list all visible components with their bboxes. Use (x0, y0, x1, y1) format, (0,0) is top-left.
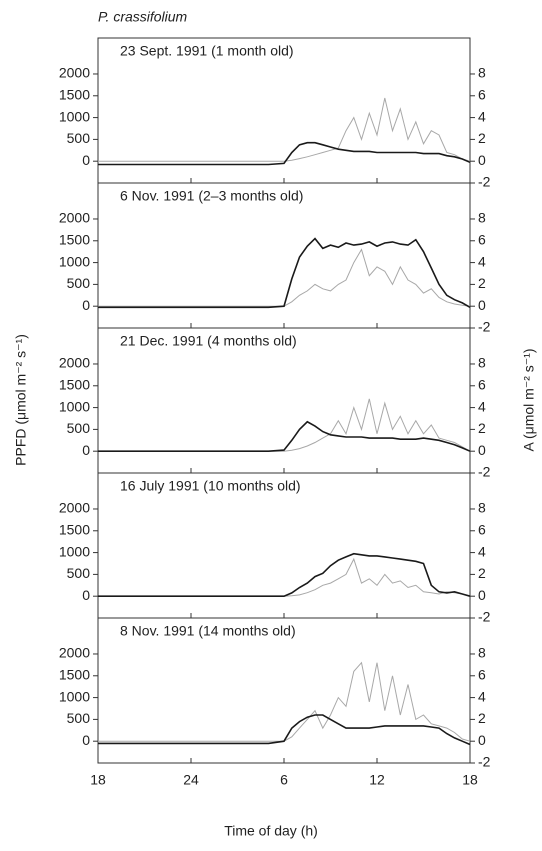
y-tick-label: 500 (67, 275, 91, 291)
panel-title: 16 July 1991 (10 months old) (120, 478, 301, 494)
y2-tick-label: 2 (478, 565, 486, 581)
y-tick-label: 500 (67, 710, 91, 726)
y2-tick-label: 2 (478, 710, 486, 726)
data-line (98, 714, 471, 746)
y2-tick-label: 2 (478, 275, 486, 291)
y2-tick-label: 8 (478, 355, 486, 371)
y-tick-label: 2000 (59, 65, 90, 81)
y2-tick-label: 0 (478, 732, 486, 748)
y-tick-label: 0 (82, 297, 90, 313)
y-tick-label: 1000 (59, 543, 90, 559)
data-line (98, 97, 471, 162)
panel-title: 21 Dec. 1991 (4 months old) (120, 333, 297, 349)
y-tick-label: 0 (82, 587, 90, 603)
data-line (98, 248, 471, 307)
y2-tick-label: -2 (478, 319, 491, 335)
y-tick-label: 0 (82, 442, 90, 458)
y2-tick-label: 2 (478, 130, 486, 146)
y2-tick-label: 8 (478, 500, 486, 516)
y2-tick-label: 6 (478, 376, 486, 392)
data-line (98, 552, 471, 597)
y-tick-label: 1500 (59, 666, 90, 682)
y2-tick-label: 4 (478, 253, 486, 269)
y-tick-label: 500 (67, 130, 91, 146)
y2-tick-label: 4 (478, 398, 486, 414)
y-tick-label: 2000 (59, 645, 90, 661)
y2-tick-label: -2 (478, 609, 491, 625)
y-tick-label: 1500 (59, 376, 90, 392)
panel-title: 6 Nov. 1991 (2–3 months old) (120, 188, 303, 204)
y-tick-label: 1500 (59, 521, 90, 537)
figure-title: P. crassifolium (98, 9, 188, 25)
x-tick-label: 12 (369, 772, 385, 788)
data-line (98, 141, 471, 166)
y-tick-label: 500 (67, 565, 91, 581)
y2-tick-label: 6 (478, 231, 486, 247)
data-line (98, 398, 471, 452)
y-tick-label: 0 (82, 732, 90, 748)
y-tick-label: 2000 (59, 210, 90, 226)
y-tick-label: 2000 (59, 355, 90, 371)
y2-axis-label: A (μmol m⁻² s⁻¹) (521, 349, 537, 452)
y2-tick-label: 4 (478, 108, 486, 124)
y2-tick-label: 8 (478, 645, 486, 661)
y-tick-label: 2000 (59, 500, 90, 516)
y2-tick-label: 4 (478, 543, 486, 559)
panel-title: 8 Nov. 1991 (14 months old) (120, 623, 296, 639)
y2-tick-label: 0 (478, 297, 486, 313)
y-tick-label: 0 (82, 152, 90, 168)
y-tick-label: 1000 (59, 253, 90, 269)
x-tick-label: 24 (183, 772, 199, 788)
y-tick-label: 1500 (59, 86, 90, 102)
y-tick-label: 500 (67, 420, 91, 436)
y2-tick-label: 8 (478, 65, 486, 81)
y-tick-label: 1000 (59, 108, 90, 124)
y-tick-label: 1000 (59, 398, 90, 414)
y-axis-label: PPFD (μmol m⁻² s⁻¹) (13, 334, 29, 466)
y-tick-label: 1000 (59, 688, 90, 704)
y-tick-label: 1500 (59, 231, 90, 247)
x-tick-label: 6 (280, 772, 288, 788)
y2-tick-label: 6 (478, 521, 486, 537)
x-tick-label: 18 (90, 772, 106, 788)
y2-tick-label: 4 (478, 688, 486, 704)
data-line (98, 420, 471, 452)
y2-tick-label: 2 (478, 420, 486, 436)
y2-tick-label: -2 (478, 754, 491, 770)
y2-tick-label: 8 (478, 210, 486, 226)
y2-tick-label: 0 (478, 152, 486, 168)
x-axis-label: Time of day (h) (224, 823, 318, 839)
data-line (98, 661, 471, 742)
data-line (98, 237, 471, 309)
y2-tick-label: 6 (478, 86, 486, 102)
y2-tick-label: 0 (478, 442, 486, 458)
x-tick-label: 18 (462, 772, 478, 788)
y2-tick-label: 6 (478, 666, 486, 682)
data-line (98, 557, 471, 597)
y2-tick-label: -2 (478, 464, 491, 480)
panel-title: 23 Sept. 1991 (1 month old) (120, 43, 294, 59)
y2-tick-label: -2 (478, 174, 491, 190)
y2-tick-label: 0 (478, 587, 486, 603)
